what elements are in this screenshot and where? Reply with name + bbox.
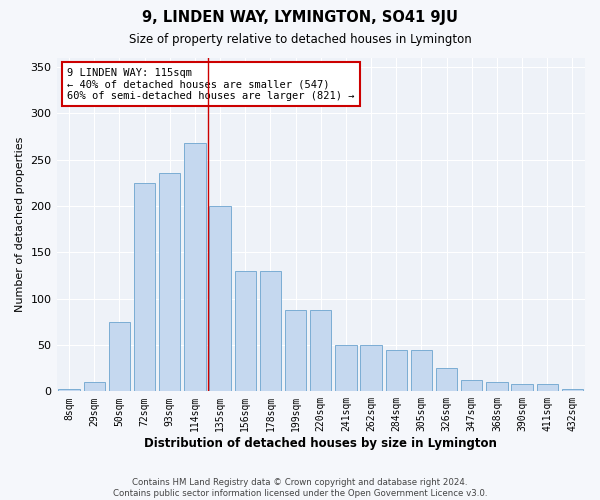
Text: Contains HM Land Registry data © Crown copyright and database right 2024.
Contai: Contains HM Land Registry data © Crown c… bbox=[113, 478, 487, 498]
X-axis label: Distribution of detached houses by size in Lymington: Distribution of detached houses by size … bbox=[145, 437, 497, 450]
Bar bbox=[209, 206, 231, 392]
Text: Size of property relative to detached houses in Lymington: Size of property relative to detached ho… bbox=[128, 32, 472, 46]
Bar bbox=[285, 310, 307, 392]
Bar bbox=[109, 322, 130, 392]
Bar bbox=[361, 345, 382, 392]
Y-axis label: Number of detached properties: Number of detached properties bbox=[15, 136, 25, 312]
Bar bbox=[310, 310, 331, 392]
Bar bbox=[536, 384, 558, 392]
Bar bbox=[260, 271, 281, 392]
Bar bbox=[134, 182, 155, 392]
Bar bbox=[386, 350, 407, 392]
Bar bbox=[511, 384, 533, 392]
Bar bbox=[58, 390, 80, 392]
Bar bbox=[184, 143, 206, 392]
Bar bbox=[461, 380, 482, 392]
Text: 9, LINDEN WAY, LYMINGTON, SO41 9JU: 9, LINDEN WAY, LYMINGTON, SO41 9JU bbox=[142, 10, 458, 25]
Text: 9 LINDEN WAY: 115sqm
← 40% of detached houses are smaller (547)
60% of semi-deta: 9 LINDEN WAY: 115sqm ← 40% of detached h… bbox=[67, 68, 355, 100]
Bar bbox=[335, 345, 356, 392]
Bar bbox=[562, 390, 583, 392]
Bar bbox=[486, 382, 508, 392]
Bar bbox=[159, 174, 181, 392]
Bar bbox=[411, 350, 432, 392]
Bar bbox=[436, 368, 457, 392]
Bar bbox=[235, 271, 256, 392]
Bar bbox=[83, 382, 105, 392]
